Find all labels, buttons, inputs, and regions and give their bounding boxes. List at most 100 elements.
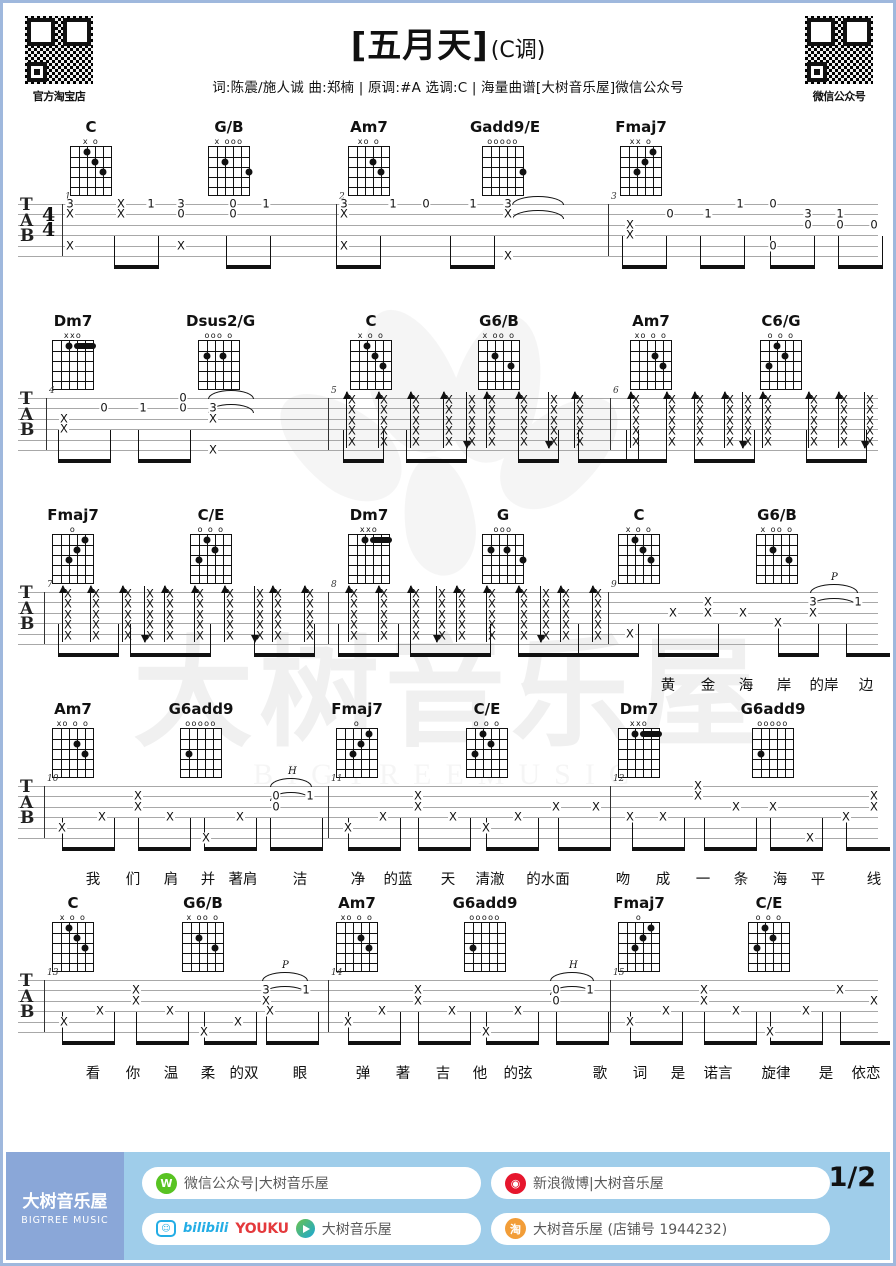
tab-note: 0 [271, 799, 281, 814]
muted-string: X [594, 628, 602, 643]
chord-open-strings: o [69, 525, 77, 534]
note-stem [138, 818, 140, 850]
chord-open-strings: o o o [767, 331, 795, 340]
qr-wechat-label: 微信公众号 [812, 90, 866, 103]
tab-note: X [693, 778, 703, 793]
chord-dot [349, 750, 357, 758]
muted-string: X [166, 607, 174, 622]
lyric-syllable: 著肩 [228, 872, 258, 888]
sheet-header: 官方淘宝店 微信公众号 [五月天](C调) 词:陈震/施人诚 曲:郑楠 | 原调… [6, 6, 890, 118]
chord-name: C [633, 506, 645, 524]
beam [406, 459, 468, 463]
muted-string: X [840, 413, 848, 428]
strum-down-arrow [536, 586, 547, 643]
lyric-syllable: 净 [350, 872, 366, 888]
chord-dot [757, 750, 765, 758]
chord-grid [620, 146, 662, 196]
muted-string: X [866, 413, 874, 428]
note-stem [314, 624, 316, 656]
note-stem [270, 236, 272, 268]
muted-string: X [550, 434, 558, 449]
chord-open-strings: x oo o [760, 525, 794, 534]
tab-note: 3 [503, 196, 513, 211]
muted-string: X [196, 596, 204, 611]
lyric-syllable: 天 [440, 872, 456, 888]
beam [130, 653, 212, 657]
badge-wechat[interactable]: W 微信公众号|大树音乐屋 [142, 1167, 481, 1200]
muted-string: X [520, 586, 528, 601]
chord-dot [221, 158, 229, 166]
chord-dot [211, 944, 219, 952]
note-stem [754, 430, 756, 462]
page-number: 1/2 [828, 1162, 876, 1193]
tab-note: X [808, 605, 818, 620]
muted-string: X [196, 586, 204, 601]
tab-note: 0 [271, 788, 281, 803]
chord-open-strings: x o o [357, 331, 385, 340]
chord-grid [190, 534, 232, 584]
note-stem [630, 1012, 632, 1044]
beam [58, 459, 112, 463]
barline [44, 980, 46, 1032]
chord-dot [245, 168, 253, 176]
tab-note: X [625, 809, 635, 824]
beam [700, 265, 746, 269]
muted-string: X [306, 628, 314, 643]
muted-string: X [866, 423, 874, 438]
tab-note: 1 [468, 196, 478, 211]
badge-video[interactable]: ☺ bilibili YOUKU 大树音乐屋 [142, 1212, 481, 1245]
muted-string: X [438, 617, 446, 632]
muted-string: X [764, 402, 772, 417]
tab-note: X [703, 605, 713, 620]
chord-grid [198, 340, 240, 390]
slur [550, 972, 594, 981]
note-stem [610, 818, 612, 850]
tab-note: X [208, 411, 218, 426]
lyric-syllable: 的岸 [809, 678, 839, 694]
qr-taobao[interactable]: 官方淘宝店 [20, 14, 98, 104]
beam [348, 1041, 402, 1045]
tab-note: X [625, 227, 635, 242]
note-stem [410, 624, 412, 656]
muted-string: X [696, 413, 704, 428]
tab-note: 0 [869, 217, 879, 232]
muted-string: X [124, 617, 132, 632]
badge-taobao[interactable]: 淘 大树音乐屋 (店铺号 1944232) [491, 1212, 830, 1245]
muted-string: X [488, 617, 496, 632]
chord-dot [73, 934, 81, 942]
tab-note: X [208, 442, 218, 457]
chord-name: Fmaj7 [615, 118, 667, 136]
measure-number: 2 [339, 192, 345, 202]
note-stem [622, 236, 624, 268]
muted-string: X [350, 596, 358, 611]
tab-note: X [481, 1024, 491, 1039]
note-stem [322, 818, 324, 850]
chord-dot [647, 924, 655, 932]
measure-number: 8 [331, 580, 337, 590]
chord-dot [639, 546, 647, 554]
chord-open-strings: xxo [629, 719, 649, 728]
muted-string: X [696, 402, 704, 417]
chord-grid [618, 534, 660, 584]
lyric-syllable: 的弦 [503, 1066, 533, 1082]
brand-name-en: BIGTREE MUSIC [21, 1214, 109, 1226]
tab-note: X [261, 993, 271, 1008]
chord-grid [482, 534, 527, 584]
badge-weibo[interactable]: ◉ 新浪微博|大树音乐屋 [491, 1167, 830, 1200]
chord-barre [640, 731, 662, 737]
chord-name: Dm7 [619, 700, 659, 718]
tab-note: 1 [835, 206, 845, 221]
chord-diagram-Dm7: Dm7 xxo [40, 312, 106, 390]
tab-note: X [133, 799, 143, 814]
chord-name: G6/B [183, 894, 223, 912]
beam [770, 847, 824, 851]
qr-wechat[interactable]: 微信公众号 [800, 14, 878, 104]
chord-name: Fmaj7 [613, 894, 665, 912]
